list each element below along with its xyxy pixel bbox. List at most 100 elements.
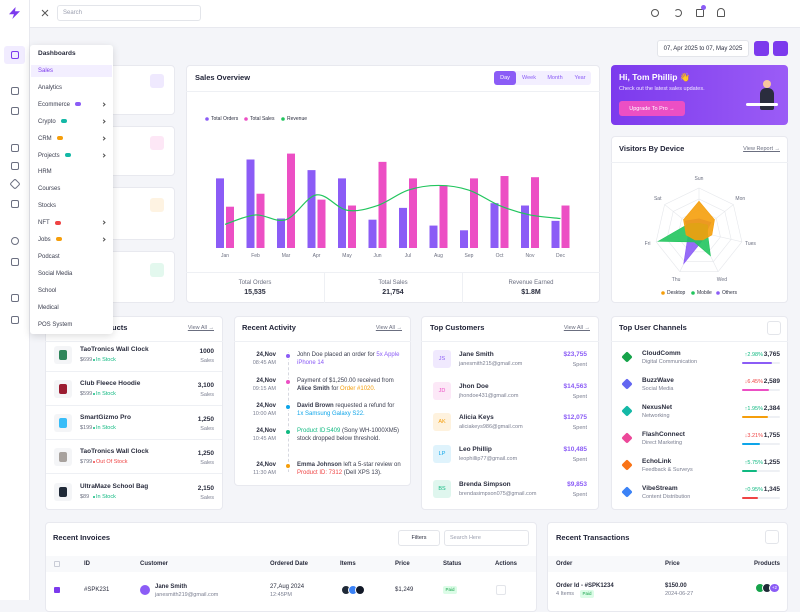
checkbox[interactable] [54,587,60,593]
tab[interactable]: Day [500,75,510,81]
channel-name: NexusNet [642,404,672,411]
menu-item[interactable]: Medical [38,304,59,311]
menu-item[interactable]: Crypto [38,118,67,126]
channel-value: 2,589 [763,378,780,385]
legend-label: Total Sales [250,116,275,122]
view-all-link[interactable]: View All → [375,325,402,331]
channel-category: Direct Marketing [642,440,683,446]
product-price: $89 [80,494,90,500]
column-header: Order [556,561,573,567]
nav-icon[interactable] [11,316,19,324]
top-icon[interactable] [674,9,682,17]
customer-avatar [433,480,451,498]
menu-item[interactable]: HRM [38,169,52,176]
row-divider [46,405,222,406]
tab[interactable]: Month [547,75,563,81]
menu-item[interactable]: Courses [38,186,61,193]
product-image-fill [59,384,67,394]
activity-text: John Doe placed an order for 5x Apple iP… [297,351,401,367]
customer-name: Jane Smith [459,351,494,358]
nav-icon[interactable] [11,258,19,266]
nav-icon[interactable] [11,162,19,170]
nav-icon[interactable] [11,294,19,302]
menu-item[interactable]: School [38,287,57,294]
top-icon[interactable] [717,8,725,17]
menu-item[interactable]: NFT [38,219,61,227]
customer-avatar [433,413,451,431]
nav-icon[interactable] [11,51,19,59]
product-status: Out Of Stock [96,459,128,465]
activity-date: 24,Nov [256,403,276,409]
menu-item[interactable]: POS System [38,321,73,328]
filter-button[interactable] [773,41,788,56]
channel-category: Networking [642,413,670,419]
menu-item[interactable]: CRM [38,135,63,143]
nav-icon[interactable] [11,237,19,245]
view-report-link[interactable]: View Report → [743,146,780,152]
card-menu-button[interactable] [767,321,781,335]
date-box[interactable] [657,40,749,57]
channel-category: Digital Communication [642,359,698,365]
menu-item[interactable]: Analytics [38,84,63,91]
nav-icon[interactable] [11,144,19,152]
summary-value: 15,535 [244,289,266,296]
view-all-link[interactable]: View All → [563,325,590,331]
menu-item[interactable]: Podcast [38,253,60,260]
summary-value: $1.8M [521,289,541,296]
invoice-price: $1,249 [395,587,414,593]
menu-item[interactable]: Projects [38,152,71,160]
stat-icon [150,198,164,212]
customer-avatar [140,585,150,595]
search-box[interactable] [57,5,201,21]
stat-icon [150,136,164,150]
nav-icon[interactable] [11,107,19,115]
filter-button[interactable]: Filters [411,535,427,541]
top-icon[interactable] [696,9,704,17]
notification-dot [701,5,706,10]
nav-icon[interactable] [11,200,19,208]
tab[interactable]: Year [574,75,586,81]
timeline-dot [286,379,290,384]
customer-initials: AK [438,419,446,425]
menu-active-bg [31,65,112,77]
menu-item[interactable]: Social Media [38,270,73,277]
activity-card [234,316,411,486]
promo-greeting: Hi, Tom Phillip 👋 [619,72,691,82]
menu-item[interactable]: Sales [38,68,54,74]
order-items: 4 Items [556,591,575,597]
close-icon[interactable] [41,9,49,17]
x-tick-label: May [342,253,352,259]
search-input [444,530,529,546]
invoice-status: Paid [445,587,455,592]
promo-button[interactable]: Upgrade To Pro → [629,105,675,112]
channel-bar-bg [742,443,780,445]
top-icon[interactable] [651,9,659,17]
chart-title: Sales Overview [195,73,251,82]
tab[interactable]: Week [522,75,536,81]
menu-item[interactable]: Jobs [38,236,62,244]
customer-amount: $10,485 [563,446,588,453]
column-header: Ordered Date [270,561,309,567]
channel-name: FlashConnect [642,431,685,438]
chart-title: Visitors By Device [619,144,685,153]
refresh-button[interactable] [754,41,769,56]
card-menu-button[interactable] [765,530,779,544]
customer-email: aliciakeys986@gmail.com [459,424,523,430]
x-tick-label: Nov [525,253,535,259]
activity-text-part: Order #1020. [340,386,376,392]
status-dot [93,359,95,361]
menu-item[interactable]: Stocks [38,203,57,210]
nav-home[interactable] [4,46,25,64]
activity-text-part: 5x Apple iPhone 14 [297,352,402,366]
legend-label: Revenue [287,116,308,122]
promo-text: Check out the latest sales updates. [619,86,705,92]
order-time: 12:45PM [270,592,293,598]
action-button[interactable] [496,585,506,595]
menu-item[interactable]: Ecommerce [38,101,82,109]
activity-text-part: Payment of $1,250.00 received from [297,378,396,384]
view-all-link[interactable]: View All → [187,325,214,331]
legend-label: Desktop [667,290,686,296]
activity-time: 10:45 AM [252,436,276,442]
nav-icon[interactable] [11,87,19,95]
